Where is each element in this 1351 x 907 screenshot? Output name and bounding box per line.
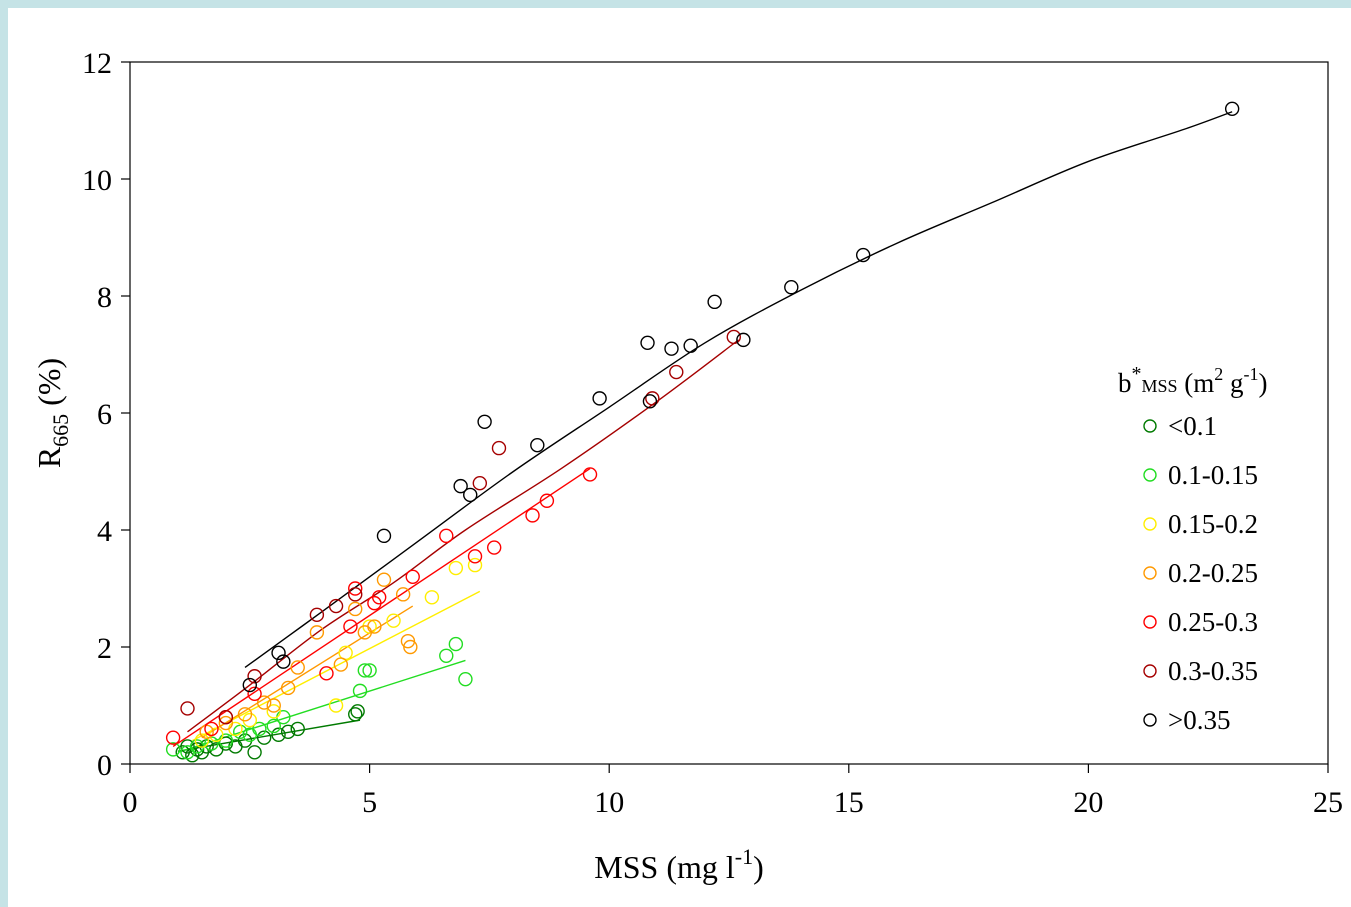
legend-label-4: 0.25-0.3	[1168, 607, 1258, 637]
legend-title-sup2: 2	[1214, 364, 1223, 384]
plot-border	[130, 62, 1328, 764]
data-point-6-17	[1226, 102, 1239, 115]
fit-line-2	[192, 591, 480, 740]
data-point-1-15	[459, 673, 472, 686]
legend-title-close: )	[1259, 368, 1268, 398]
legend-title-open: (m	[1178, 368, 1215, 398]
legend-marker-0	[1144, 420, 1156, 432]
legend-marker-1	[1144, 469, 1156, 481]
data-point-3-9	[349, 602, 362, 615]
data-point-4-5	[344, 620, 357, 633]
x-axis-title-main: MSS (mg l	[594, 849, 735, 885]
legend-title-sub: MSS	[1142, 376, 1178, 396]
data-point-0-16	[351, 705, 364, 718]
data-point-0-10	[248, 746, 261, 759]
legend-label-6: >0.35	[1168, 705, 1230, 735]
y-tick-label-0: 0	[97, 749, 112, 782]
data-point-4-12	[488, 541, 501, 554]
fit-lines	[173, 112, 1232, 753]
legend-title-star: *	[1132, 363, 1142, 385]
data-point-6-3	[377, 529, 390, 542]
data-point-1-14	[449, 638, 462, 651]
x-tick-label-0: 0	[123, 786, 138, 819]
x-tick-label-2: 10	[594, 786, 624, 819]
y-axis-title-tail: (%)	[31, 358, 67, 414]
data-point-6-15	[785, 281, 798, 294]
legend-label-1: 0.1-0.15	[1168, 460, 1258, 490]
legend-marker-3	[1144, 567, 1156, 579]
data-point-5-6	[473, 477, 486, 490]
data-point-6-8	[593, 392, 606, 405]
data-point-6-7	[531, 439, 544, 452]
legend-marker-2	[1144, 518, 1156, 530]
legend-label-3: 0.2-0.25	[1168, 558, 1258, 588]
legend-label-0: <0.1	[1168, 411, 1217, 441]
legend-title-supm1: -1	[1244, 364, 1259, 384]
y-tick-label-2: 4	[97, 515, 112, 548]
data-points	[167, 102, 1239, 761]
legend-marker-6	[1144, 714, 1156, 726]
data-point-2-10	[449, 562, 462, 575]
y-tick-label-1: 2	[97, 632, 112, 665]
y-axis-title: R665 (%)	[31, 358, 73, 468]
legend-title: b*MSS (m2 g-1)	[1118, 363, 1268, 398]
data-point-5-7	[492, 442, 505, 455]
x-tick-label-3: 15	[834, 786, 864, 819]
x-axis-title-tail: )	[753, 849, 764, 885]
legend-title-b: b	[1118, 368, 1132, 398]
data-point-3-8	[334, 658, 347, 671]
data-point-2-5	[330, 699, 343, 712]
data-point-6-6	[478, 415, 491, 428]
legend-marker-4	[1144, 616, 1156, 628]
legend-label-5: 0.3-0.35	[1168, 656, 1258, 686]
legend: <0.1 0.1-0.15 0.15-0.2 0.2-0.25 0.25-0.3 0.3-…	[1144, 411, 1258, 735]
data-point-6-5	[464, 488, 477, 501]
data-point-5-9	[670, 366, 683, 379]
data-point-1-10	[354, 684, 367, 697]
data-point-5-0	[181, 702, 194, 715]
chart-frame: 0 5 10 15 20 25 0 2 4 6 8 10 12 <0.1 0.1-0.15 0.15-0.2…	[8, 8, 1351, 907]
chart-canvas: 0 5 10 15 20 25 0 2 4 6 8 10 12 <0.1 0.1-0.15 0.15-0.2…	[8, 8, 1351, 907]
x-tick-label-4: 20	[1073, 786, 1103, 819]
data-point-4-11	[469, 550, 482, 563]
data-point-6-12	[684, 339, 697, 352]
data-point-4-15	[584, 468, 597, 481]
data-point-6-13	[708, 295, 721, 308]
y-axis-title-sub: 665	[48, 414, 73, 447]
data-point-6-9	[641, 336, 654, 349]
data-point-4-13	[526, 509, 539, 522]
x-tick-label-1: 5	[362, 786, 377, 819]
y-tick-label-5: 10	[82, 164, 112, 197]
data-point-1-13	[440, 649, 453, 662]
y-tick-label-4: 8	[97, 281, 112, 314]
data-point-1-4	[219, 734, 232, 747]
data-point-2-9	[425, 591, 438, 604]
fit-line-6	[245, 112, 1232, 668]
legend-label-2: 0.15-0.2	[1168, 509, 1258, 539]
data-point-4-10	[440, 529, 453, 542]
y-tick-label-3: 6	[97, 398, 112, 431]
data-point-4-9	[406, 570, 419, 583]
data-point-3-12	[377, 573, 390, 586]
y-axis-title-main: R	[31, 446, 67, 468]
y-tick-label-6: 12	[82, 47, 112, 80]
legend-title-g: g	[1223, 368, 1243, 398]
data-point-3-13	[397, 588, 410, 601]
x-axis-title-sup: -1	[735, 844, 753, 869]
x-axis-title: MSS (mg l-1)	[594, 844, 763, 885]
legend-marker-5	[1144, 665, 1156, 677]
data-point-6-11	[665, 342, 678, 355]
x-tick-label-5: 25	[1313, 786, 1343, 819]
